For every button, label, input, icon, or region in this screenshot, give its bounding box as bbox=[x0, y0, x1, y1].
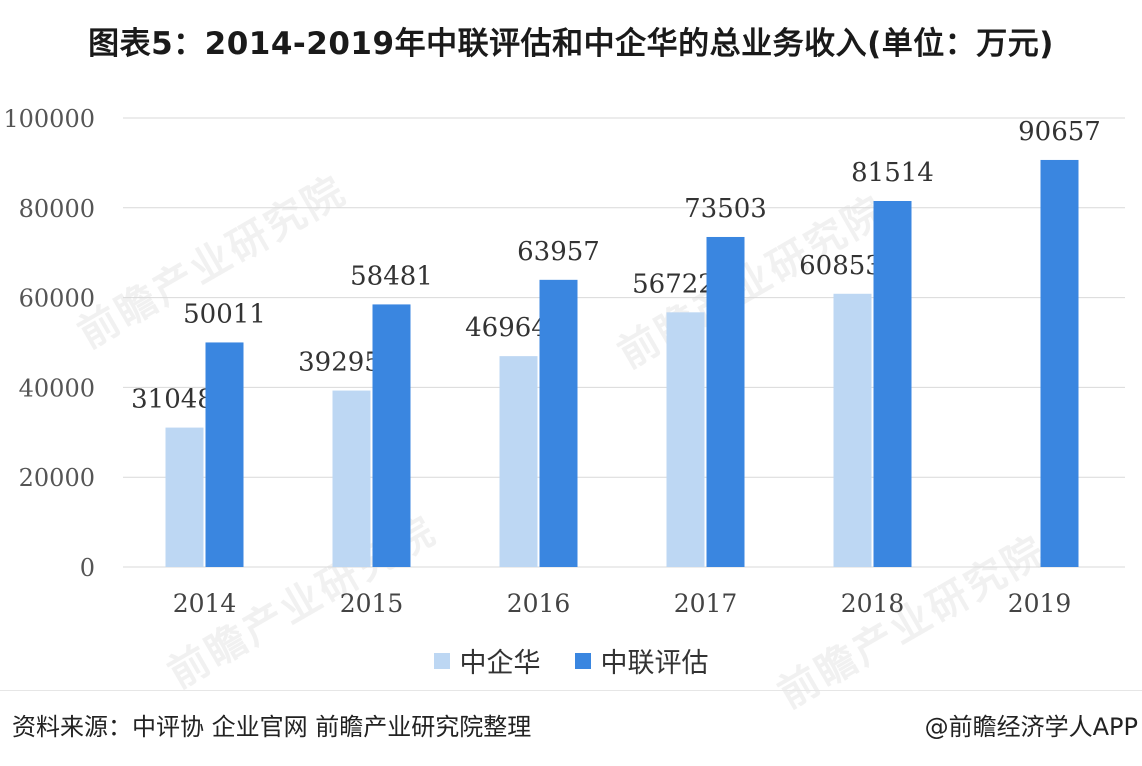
legend-label-series-1: 中企华 bbox=[459, 648, 541, 679]
bar-series-2 bbox=[873, 201, 912, 567]
bar-series-2 bbox=[706, 236, 745, 567]
y-tick-label: 100000 bbox=[3, 105, 95, 133]
legend: 中企华 中联评估 bbox=[0, 641, 1142, 680]
legend-label-series-2: 中联评估 bbox=[600, 648, 709, 679]
data-label: 90657 bbox=[1018, 117, 1101, 147]
data-label: 58481 bbox=[350, 261, 433, 291]
legend-item-series-2: 中联评估 bbox=[574, 641, 709, 680]
bar-series-1 bbox=[165, 427, 204, 567]
footer-divider bbox=[0, 690, 1142, 691]
bar-series-2 bbox=[1040, 159, 1079, 567]
bar-series-2 bbox=[205, 342, 244, 567]
bar-series-1 bbox=[833, 293, 872, 567]
y-tick-label: 40000 bbox=[19, 374, 95, 402]
legend-swatch-series-2 bbox=[574, 652, 591, 669]
y-tick-label: 60000 bbox=[19, 285, 95, 313]
data-label: 31048 bbox=[131, 385, 214, 415]
credit-note: @前瞻经济学人APP bbox=[924, 713, 1138, 741]
data-label: 46964 bbox=[465, 313, 548, 343]
legend-swatch-series-1 bbox=[433, 652, 450, 669]
data-label: 56722 bbox=[632, 269, 715, 299]
footer: 资料来源：中评协 企业官网 前瞻产业研究院整理 @前瞻经济学人APP bbox=[0, 703, 1142, 743]
data-label: 60853 bbox=[799, 251, 882, 281]
data-label: 50011 bbox=[183, 299, 266, 329]
bar-series-2 bbox=[372, 304, 411, 567]
x-tick-label: 2018 bbox=[841, 589, 905, 618]
data-label: 73503 bbox=[684, 194, 767, 224]
y-tick-label: 20000 bbox=[19, 464, 95, 492]
data-label: 63957 bbox=[517, 237, 600, 267]
chart-title: 图表5：2014-2019年中联评估和中企华的总业务收入(单位：万元) bbox=[88, 26, 1054, 62]
x-tick-label: 2016 bbox=[507, 589, 571, 618]
x-tick-label: 2017 bbox=[674, 589, 738, 618]
bar-series-2 bbox=[539, 279, 578, 567]
legend-item-series-1: 中企华 bbox=[433, 641, 541, 680]
bar-chart: 0 20000 40000 60000 80000 100000 2014 31048 5001… bbox=[3, 105, 1125, 618]
x-tick-label: 2015 bbox=[340, 589, 404, 618]
y-tick-label: 80000 bbox=[19, 195, 95, 223]
y-tick-label: 0 bbox=[80, 554, 95, 582]
source-note: 资料来源：中评协 企业官网 前瞻产业研究院整理 bbox=[12, 713, 532, 741]
x-tick-label: 2019 bbox=[1008, 589, 1072, 618]
bar-series-1 bbox=[499, 356, 538, 567]
bar-series-1 bbox=[332, 390, 371, 567]
bar-series-1 bbox=[666, 312, 705, 567]
data-label: 39295 bbox=[298, 348, 381, 378]
data-label: 81514 bbox=[851, 158, 934, 188]
x-tick-label: 2014 bbox=[173, 589, 237, 618]
